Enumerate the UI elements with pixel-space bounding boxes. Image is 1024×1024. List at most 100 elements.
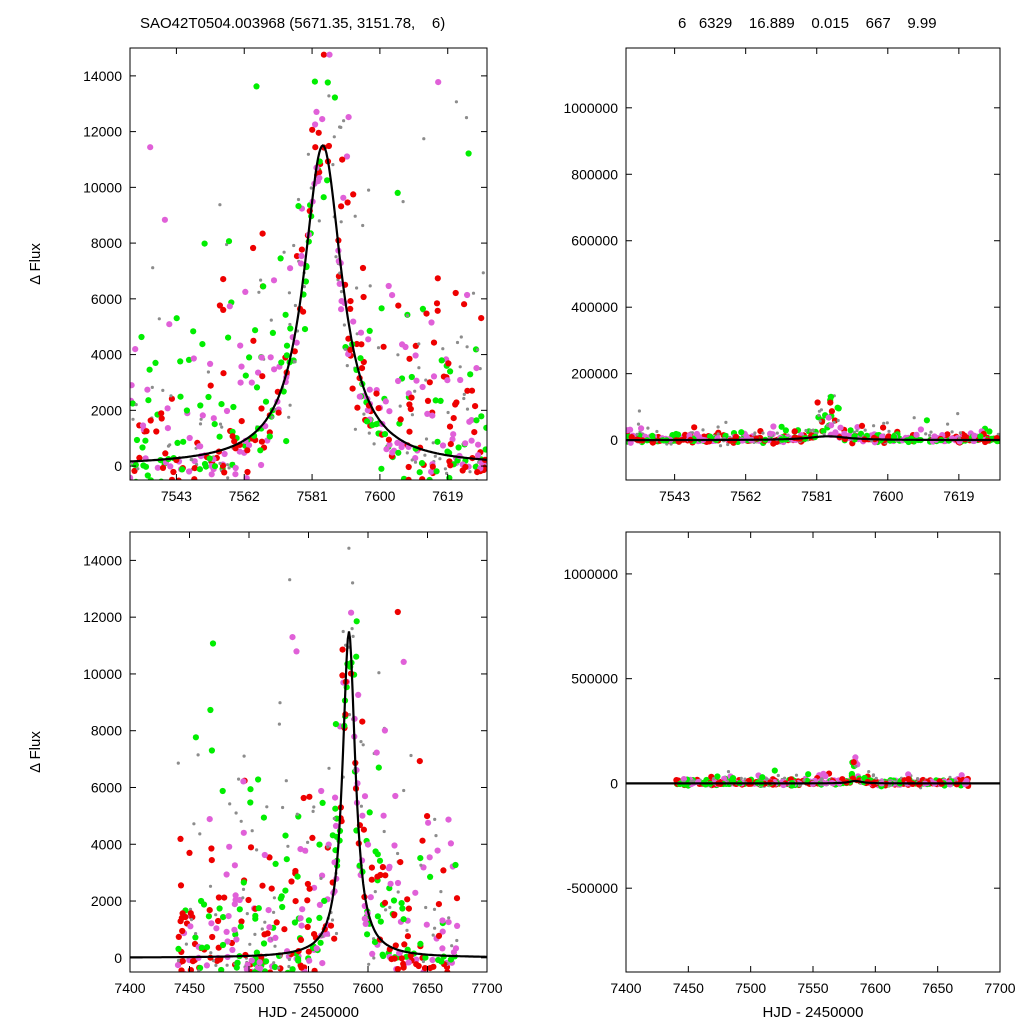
data-point-red [229, 433, 236, 440]
data-point-grey [863, 428, 867, 432]
data-point-grey [342, 323, 346, 327]
data-point-green [378, 305, 385, 312]
data-point-red [298, 246, 305, 253]
data-point-red [215, 894, 222, 901]
data-point-green [252, 327, 259, 334]
data-point-grey [928, 433, 932, 437]
data-point-grey [367, 962, 371, 966]
data-point-magenta [326, 51, 333, 58]
data-point-grey [306, 152, 310, 156]
data-point-red [354, 404, 361, 411]
data-point-green [473, 417, 480, 424]
data-point-green [287, 325, 294, 332]
data-point-grey [339, 220, 343, 224]
data-point-grey [724, 420, 728, 424]
data-point-magenta [385, 282, 392, 290]
data-point-green [192, 934, 199, 941]
data-point-red [443, 987, 449, 993]
x-tick-label: 7550 [293, 980, 324, 996]
data-point-grey [825, 423, 830, 427]
panel-top-left: 7543 7562 7581 7600 7619 0 2000 4000 6000 8000 100… [27, 47, 488, 523]
data-point-grey [312, 805, 316, 809]
data-point-green [264, 975, 270, 981]
data-point-grey [214, 963, 218, 968]
data-point-red [170, 468, 177, 476]
data-point-grey [277, 722, 281, 726]
data-point-red [162, 450, 169, 457]
data-point-red [275, 409, 282, 416]
data-point-red [158, 415, 165, 422]
data-point-red [407, 405, 414, 413]
data-point-grey [334, 255, 338, 259]
data-point-grey [288, 322, 292, 327]
data-point-grey [347, 546, 351, 550]
data-point-grey [726, 770, 731, 774]
data-point-grey [476, 348, 480, 352]
data-point-green [452, 861, 459, 869]
data-point-red [221, 894, 228, 901]
data-point-grey [350, 627, 354, 631]
data-point-magenta [434, 847, 441, 854]
data-point-grey [351, 581, 355, 585]
data-point-grey [716, 425, 720, 429]
data-point-red [476, 487, 482, 493]
data-point-grey [950, 430, 954, 434]
data-point-magenta [226, 303, 233, 310]
data-point-green [332, 721, 339, 728]
data-point-grey [453, 1020, 456, 1023]
data-point-red [220, 276, 227, 283]
data-point-magenta [454, 922, 461, 930]
data-point-green [398, 900, 405, 907]
data-point-green [145, 397, 152, 404]
data-point-red [178, 967, 185, 972]
data-point-magenta [457, 376, 464, 384]
y-axis-label: Δ Flux [27, 243, 44, 285]
data-point-red [858, 422, 866, 429]
data-point-magenta [425, 819, 432, 826]
data-point-grey [946, 422, 950, 426]
y-tick-label: 0 [114, 950, 122, 966]
data-point-magenta [439, 945, 446, 952]
data-point-green [378, 465, 385, 472]
data-point-red [447, 441, 454, 448]
data-point-magenta [258, 461, 265, 469]
data-point-grey [227, 993, 230, 996]
data-point-grey [196, 753, 200, 757]
data-point-magenta [243, 966, 250, 972]
data-point-magenta [297, 260, 305, 267]
data-point-grey [327, 766, 331, 770]
data-point-red [131, 467, 138, 474]
data-point-red [136, 454, 143, 461]
data-point-grey [441, 347, 445, 351]
data-point-magenta [231, 901, 238, 908]
data-point-magenta [400, 658, 407, 666]
data-point-grey [281, 805, 285, 810]
data-point-green [759, 774, 766, 781]
data-point-grey [929, 430, 933, 434]
data-point-grey [353, 427, 357, 431]
data-point-green [192, 734, 199, 741]
data-point-grey [190, 520, 193, 523]
data-point-grey [424, 905, 428, 910]
data-point-green [478, 413, 485, 420]
data-point-magenta [285, 986, 291, 992]
data-point-magenta [917, 426, 925, 433]
data-point-magenta [233, 936, 240, 943]
data-point-red [158, 410, 165, 417]
data-point-red [325, 142, 332, 150]
data-point-grey [257, 290, 261, 294]
data-point-green [371, 939, 379, 946]
data-point-red [306, 793, 313, 800]
data-point-green [437, 397, 444, 404]
figure-title-right: 6 6329 16.889 0.015 667 9.99 [678, 15, 937, 32]
data-point-green [444, 448, 451, 455]
data-point-red [349, 385, 356, 392]
data-point-grey [432, 907, 437, 912]
data-point-red [338, 203, 345, 210]
data-point-grey [459, 335, 463, 339]
data-point-red [191, 465, 198, 472]
data-point-magenta [365, 336, 372, 343]
data-point-grey [169, 394, 173, 398]
data-point-grey [293, 303, 297, 308]
data-point-red [423, 310, 430, 317]
